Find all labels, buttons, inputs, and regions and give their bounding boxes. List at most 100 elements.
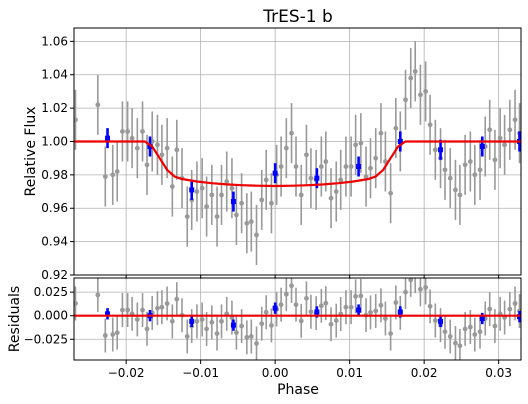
x-axis-label: Phase [277,382,319,398]
raw-point [403,289,408,295]
binned-point [479,143,485,149]
raw-point [403,97,408,103]
raw-point [358,293,364,299]
raw-point [343,304,349,310]
binned-point [105,135,111,141]
binned-point [105,311,111,317]
residuals-panel: −0.025 0.000 0.025 −0.02 −0.01 0.00 0.01 0.02 0.… [7,277,522,380]
raw-point [308,309,314,315]
raw-point [164,301,170,306]
data-layer-residuals [74,278,521,360]
binned-point [272,305,278,311]
raw-point [333,189,339,194]
raw-point [239,200,245,206]
raw-point [304,295,309,301]
raw-point [447,334,453,339]
raw-point [269,200,274,206]
raw-point [363,174,369,179]
raw-point [184,214,190,219]
binned-point [438,147,444,153]
raw-point [289,130,294,136]
raw-point [239,323,245,329]
raw-point [472,332,478,337]
raw-point [442,329,448,335]
flux-panel: 0.92 0.94 0.96 0.98 1.00 1.02 1.04 1.06 Relative… [23,27,522,282]
raw-point [477,329,483,335]
raw-point [174,147,180,153]
raw-point [234,212,239,218]
raw-point [224,179,230,184]
raw-point [487,306,493,312]
raw-point [95,102,101,108]
raw-point [353,142,359,148]
raw-point [447,175,453,181]
y-axis-label-flux: Relative Flux [23,106,39,196]
raw-point [254,341,259,346]
raw-point [373,155,379,161]
raw-point [174,296,180,302]
raw-point [507,306,513,312]
raw-point [323,300,329,306]
raw-point [442,167,448,173]
raw-point [259,321,265,327]
raw-point [114,330,120,336]
raw-point [427,303,433,309]
raw-point [467,324,473,330]
raw-point [318,164,324,169]
raw-point [120,307,125,313]
raw-point [298,192,304,198]
raw-point [457,192,463,198]
raw-point [140,307,145,313]
raw-point [244,334,250,340]
raw-point [308,175,314,181]
raw-point [155,142,160,148]
binned-point [230,322,236,328]
raw-point [263,309,269,315]
binned-point [438,318,444,324]
binned-point [189,187,195,193]
raw-point [134,317,140,322]
y-axis-label-residuals: Residuals [7,286,23,352]
raw-point [378,302,384,308]
raw-point [304,152,309,158]
data-layer-flux [74,41,521,265]
binned-point [272,170,278,176]
raw-point [144,162,150,168]
x-tick-label: 0.00 [262,366,289,380]
raw-point [383,316,388,321]
raw-point [219,318,224,324]
raw-point [432,318,438,323]
y-tick-label: 1.06 [41,34,68,48]
raw-point [338,177,344,183]
raw-point [110,172,116,178]
raw-point [140,129,145,134]
raw-point [512,117,518,123]
raw-point [408,278,414,283]
y-tick-label: 1.00 [41,134,68,148]
raw-point [229,185,235,191]
x-tick-label: −0.02 [108,366,145,380]
y-tick-label: 0.025 [34,285,68,299]
raw-point [348,304,354,310]
axes-frame-residuals [73,277,522,361]
raw-point [462,162,468,168]
raw-point [263,177,269,183]
binned-point [314,309,320,315]
raw-point [278,164,284,169]
raw-point [467,159,473,164]
raw-point [120,129,125,134]
binned-point [397,138,403,144]
raw-point [164,145,170,151]
binned-point [479,316,485,322]
raw-point [472,172,478,178]
raw-point [110,332,116,337]
raw-point [184,334,190,339]
raw-point [373,308,379,314]
raw-point [497,135,503,141]
binned-point [230,199,236,205]
raw-point [333,318,339,324]
raw-point [248,334,254,339]
raw-point [477,167,483,173]
